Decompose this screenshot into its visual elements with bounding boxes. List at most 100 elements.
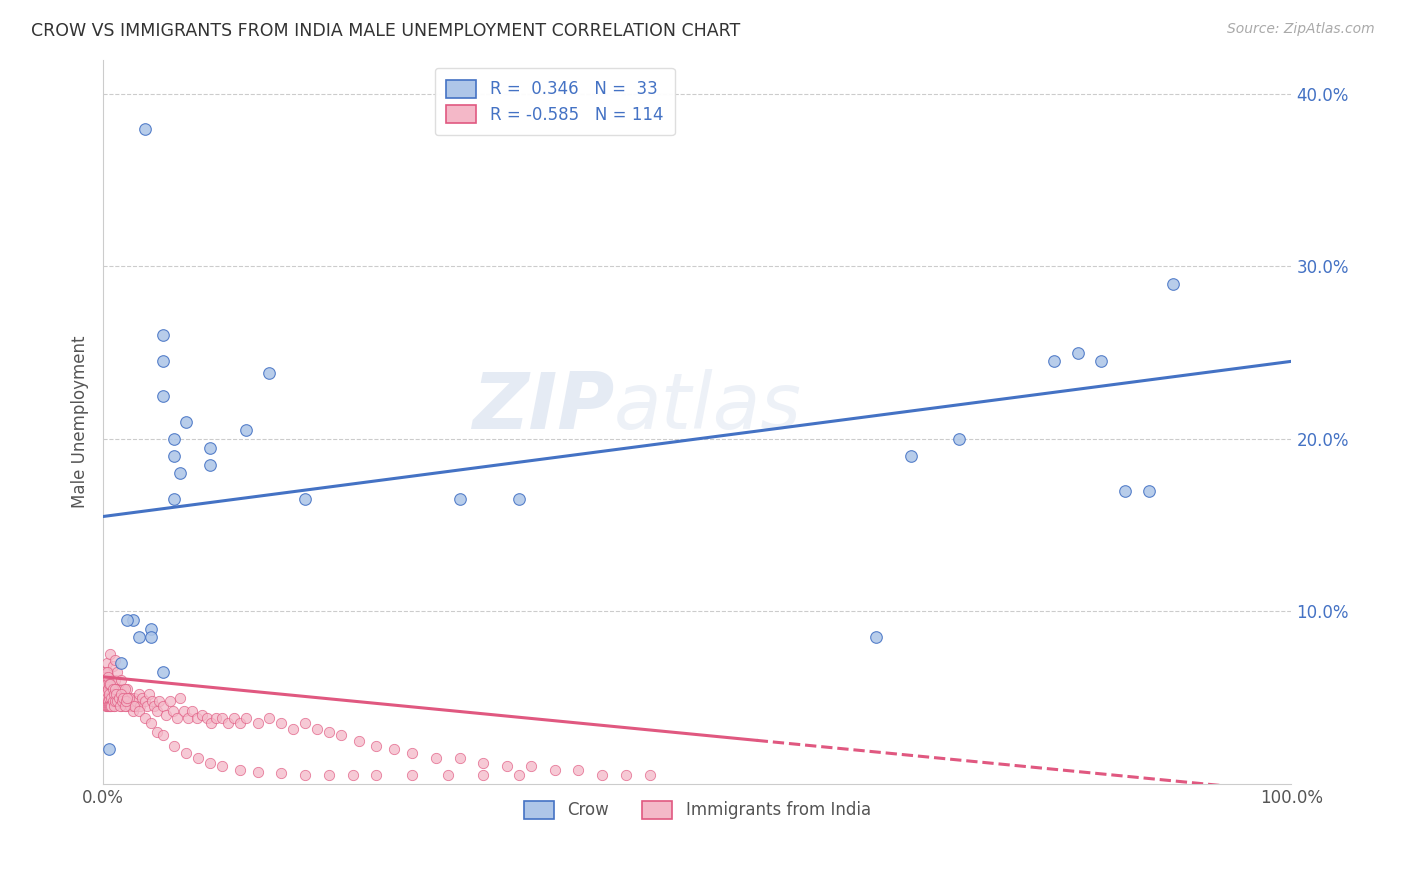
Point (105, 690, 128, 705)
Point (110, 656, 132, 670)
Point (96, 665, 118, 679)
Point (112, 681, 135, 696)
Point (105, 665, 128, 679)
Point (103, 699, 125, 714)
Point (143, 699, 166, 714)
Text: CROW VS IMMIGRANTS FROM INDIA MALE UNEMPLOYMENT CORRELATION CHART: CROW VS IMMIGRANTS FROM INDIA MALE UNEMP… (31, 22, 740, 40)
Point (508, 492, 530, 507)
Point (110, 681, 132, 696)
Point (98, 677, 121, 691)
Point (152, 699, 174, 714)
Point (139, 716, 162, 731)
Point (294, 768, 316, 782)
Point (198, 458, 221, 472)
Point (114, 699, 136, 714)
Point (98, 742, 121, 756)
Point (94, 687, 117, 701)
Point (190, 707, 212, 722)
Point (104, 681, 127, 696)
Point (508, 768, 530, 782)
Point (129, 699, 152, 714)
Point (128, 704, 150, 718)
Point (98, 699, 121, 714)
Point (159, 694, 181, 708)
Point (134, 711, 156, 725)
Point (294, 492, 316, 507)
Point (100, 690, 122, 705)
Point (98, 681, 121, 696)
Point (246, 716, 269, 731)
Point (163, 449, 186, 463)
Point (110, 673, 132, 688)
Point (108, 699, 131, 714)
Point (98, 687, 121, 701)
Point (382, 742, 405, 756)
Point (94, 694, 117, 708)
Point (614, 768, 637, 782)
Point (1066, 345, 1088, 359)
Point (173, 704, 195, 718)
Point (155, 707, 177, 722)
Point (128, 687, 150, 701)
Point (145, 704, 167, 718)
Point (122, 699, 145, 714)
Point (246, 764, 269, 779)
Point (103, 687, 125, 701)
Point (97, 681, 120, 696)
Point (124, 699, 146, 714)
Point (100, 699, 122, 714)
Point (425, 751, 447, 765)
Point (259, 367, 281, 381)
Point (436, 768, 458, 782)
Point (638, 768, 661, 782)
Point (294, 716, 316, 731)
Point (136, 699, 159, 714)
Point (115, 681, 138, 696)
Point (176, 415, 198, 429)
Point (169, 690, 191, 705)
Point (121, 694, 143, 708)
Point (366, 768, 388, 782)
Point (93, 665, 115, 679)
Point (948, 432, 970, 446)
Point (145, 725, 167, 739)
Point (94, 677, 117, 691)
Point (101, 659, 124, 673)
Point (329, 729, 352, 743)
Point (98, 699, 121, 714)
Point (96, 690, 118, 705)
Point (98, 677, 121, 691)
Point (163, 739, 186, 753)
Text: atlas: atlas (614, 369, 801, 445)
Point (222, 711, 245, 725)
Point (318, 725, 340, 739)
Point (195, 711, 218, 725)
Point (97, 694, 120, 708)
Point (181, 704, 204, 718)
Y-axis label: Male Unemployment: Male Unemployment (72, 335, 89, 508)
Point (152, 389, 174, 403)
Point (111, 690, 134, 705)
Point (900, 449, 922, 463)
Point (162, 704, 184, 718)
Point (114, 699, 136, 714)
Point (211, 759, 233, 773)
Point (110, 699, 132, 714)
Point (103, 699, 125, 714)
Point (472, 756, 495, 770)
Point (131, 690, 153, 705)
Point (283, 722, 305, 736)
Point (235, 711, 257, 725)
Point (96, 677, 118, 691)
Point (139, 622, 162, 636)
Point (110, 687, 132, 701)
Point (122, 690, 145, 705)
Point (96, 690, 118, 705)
Point (152, 328, 174, 343)
Point (229, 763, 252, 777)
Point (318, 768, 340, 782)
Text: Source: ZipAtlas.com: Source: ZipAtlas.com (1227, 22, 1375, 37)
Point (401, 768, 423, 782)
Point (125, 694, 148, 708)
Point (121, 704, 143, 718)
